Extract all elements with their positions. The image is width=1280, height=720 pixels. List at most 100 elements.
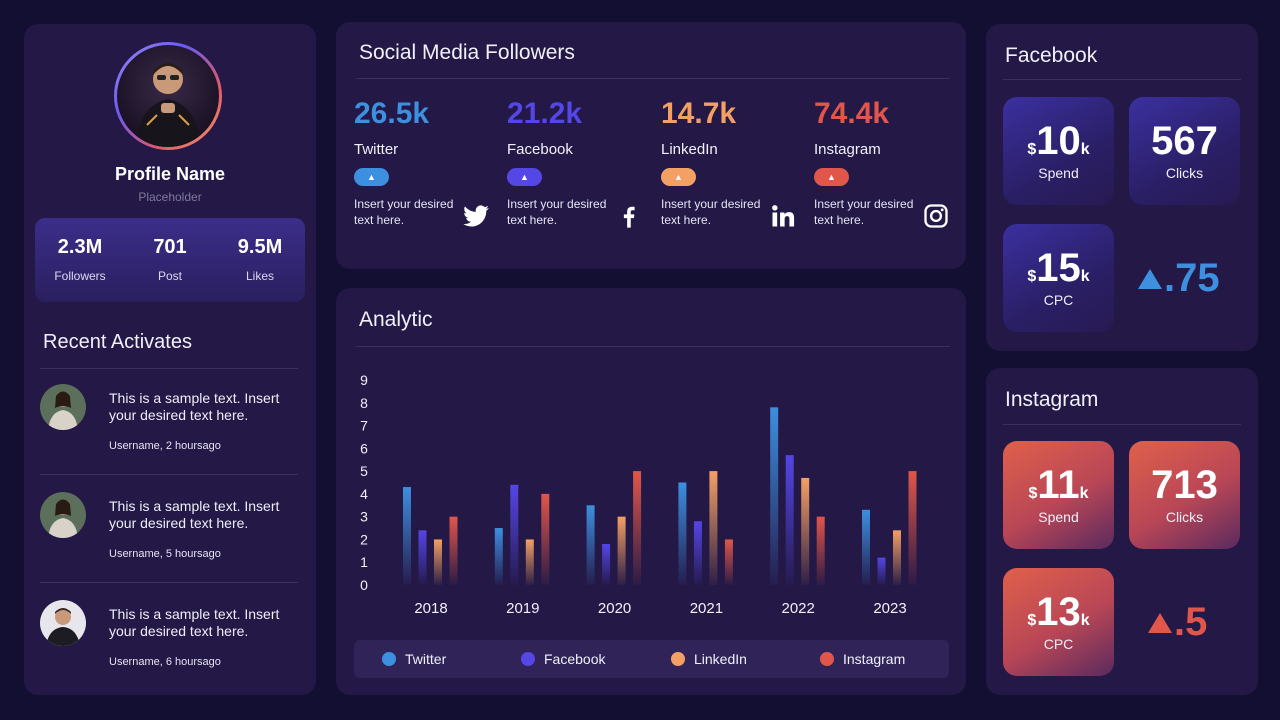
- legend-item-twitter[interactable]: Twitter: [382, 640, 446, 678]
- x-tick-label: 2022: [782, 600, 815, 617]
- bar-linkedin-2021[interactable]: [709, 471, 718, 585]
- kpi-suffix: k: [1080, 268, 1090, 285]
- legend-item-instagram[interactable]: Instagram: [820, 640, 905, 678]
- network-facebook[interactable]: 21.2k Facebook ▲ Insert your desired tex…: [507, 97, 657, 257]
- stat-label: Followers: [54, 269, 106, 283]
- bar-facebook-2018[interactable]: [418, 530, 427, 585]
- kpi-value: 10: [1036, 119, 1081, 163]
- bar-facebook-2019[interactable]: [510, 484, 519, 585]
- instagram-icon[interactable]: [922, 202, 950, 230]
- bar-twitter-2020[interactable]: [586, 505, 595, 585]
- network-desc: Insert your desired text here.: [814, 197, 914, 227]
- profile-avatar[interactable]: [114, 42, 222, 150]
- x-tick-label: 2019: [506, 600, 539, 617]
- bar-linkedin-2018[interactable]: [434, 539, 442, 585]
- kpi-suffix: k: [1079, 485, 1089, 502]
- currency-symbol: $: [1027, 268, 1037, 285]
- kpi-label: Spend: [1038, 509, 1079, 525]
- up-arrow-icon: ▲: [354, 168, 389, 186]
- activity-meta: Username, 5 hoursago: [109, 548, 221, 560]
- follower-count: 14.7k: [661, 97, 737, 130]
- stat-followers: 2.3M Followers: [35, 218, 125, 302]
- activity-item[interactable]: This is a sample text. Insert your desir…: [40, 600, 302, 690]
- stat-likes: 9.5M Likes: [215, 218, 305, 302]
- bar-facebook-2020[interactable]: [602, 544, 611, 585]
- chart-legend: Twitter Facebook LinkedIn Instagram: [354, 640, 949, 678]
- network-desc: Insert your desired text here.: [354, 197, 454, 227]
- bar-instagram-2018[interactable]: [449, 516, 458, 585]
- legend-label: LinkedIn: [694, 651, 747, 667]
- instagram-clicks-card[interactable]: 713 Clicks: [1129, 441, 1240, 549]
- bar-linkedin-2020[interactable]: [617, 516, 626, 585]
- network-linkedin[interactable]: 14.7k LinkedIn ▲ Insert your desired tex…: [661, 97, 811, 257]
- activity-avatar: [40, 600, 86, 646]
- linkedin-icon[interactable]: [769, 202, 797, 230]
- facebook-change: .75: [1138, 256, 1220, 301]
- activity-text: This is a sample text. Insert your desir…: [109, 606, 280, 639]
- activity-item[interactable]: This is a sample text. Insert your desir…: [40, 384, 302, 474]
- y-tick-label: 3: [360, 509, 368, 525]
- bar-facebook-2023[interactable]: [877, 557, 886, 585]
- bar-linkedin-2023[interactable]: [893, 530, 901, 585]
- bar-twitter-2018[interactable]: [403, 487, 411, 585]
- kpi-value: 713: [1151, 463, 1218, 507]
- bar-instagram-2023[interactable]: [908, 471, 917, 585]
- bar-instagram-2020[interactable]: [633, 471, 642, 585]
- social-title: Social Media Followers: [359, 41, 575, 64]
- social-followers-panel: Social Media Followers 26.5k Twitter ▲ I…: [336, 22, 966, 269]
- facebook-spend-card[interactable]: $10k Spend: [1003, 97, 1114, 205]
- twitter-icon[interactable]: [462, 202, 490, 230]
- bar-facebook-2022[interactable]: [785, 455, 794, 585]
- kpi-label: Clicks: [1165, 509, 1204, 525]
- profile-name: Profile Name: [114, 164, 226, 184]
- x-tick-label: 2021: [690, 600, 723, 617]
- currency-symbol: $: [1027, 612, 1037, 629]
- legend-item-facebook[interactable]: Facebook: [521, 640, 605, 678]
- bar-instagram-2022[interactable]: [816, 516, 825, 585]
- kpi-value: 13: [1036, 590, 1081, 634]
- network-desc: Insert your desired text here.: [661, 197, 761, 227]
- x-tick-label: 2020: [598, 600, 631, 617]
- divider: [1003, 424, 1241, 425]
- bar-twitter-2021[interactable]: [678, 482, 687, 586]
- profile-stats: 2.3M Followers 701 Post 9.5M Likes: [35, 218, 305, 302]
- facebook-clicks-card[interactable]: 567 Clicks: [1129, 97, 1240, 205]
- change-value: .5: [1174, 600, 1208, 644]
- facebook-cpc-card[interactable]: $15k CPC: [1003, 224, 1114, 332]
- divider: [356, 78, 950, 79]
- legend-dot: [820, 652, 834, 666]
- legend-label: Instagram: [843, 651, 906, 667]
- instagram-change: .5: [1148, 600, 1207, 645]
- legend-dot: [521, 652, 535, 666]
- bar-facebook-2021[interactable]: [693, 521, 702, 585]
- kpi-suffix: k: [1080, 141, 1090, 158]
- legend-label: Facebook: [544, 651, 606, 667]
- network-name: Instagram: [814, 141, 881, 158]
- follower-count: 21.2k: [507, 97, 583, 130]
- bar-twitter-2022[interactable]: [770, 407, 779, 585]
- facebook-icon[interactable]: [615, 202, 643, 230]
- bar-linkedin-2022[interactable]: [801, 477, 810, 585]
- y-tick-label: 6: [360, 440, 368, 456]
- activity-avatar: [40, 384, 86, 430]
- activity-item[interactable]: This is a sample text. Insert your desir…: [40, 492, 302, 582]
- network-instagram[interactable]: 74.4k Instagram ▲ Insert your desired te…: [814, 97, 964, 257]
- bar-instagram-2019[interactable]: [541, 493, 550, 585]
- facebook-title: Facebook: [1005, 44, 1098, 67]
- bar-linkedin-2019[interactable]: [525, 539, 534, 585]
- stat-value: 2.3M: [57, 236, 103, 258]
- bar-instagram-2021[interactable]: [724, 539, 733, 585]
- facebook-kpi-panel: Facebook $10k Spend 567 Clicks $15k CPC …: [986, 24, 1258, 351]
- instagram-title: Instagram: [1005, 388, 1099, 411]
- bar-twitter-2019[interactable]: [494, 528, 503, 585]
- legend-item-linkedin[interactable]: LinkedIn: [671, 640, 747, 678]
- kpi-value: 15: [1036, 246, 1081, 290]
- bar-chart: 0 1 2 3 4 5 6 7 8 9 2018 2019 2020 2021 2022 2023: [360, 372, 917, 617]
- kpi-label: CPC: [1043, 292, 1074, 308]
- network-twitter[interactable]: 26.5k Twitter ▲ Insert your desired text…: [354, 97, 504, 257]
- kpi-label: Spend: [1038, 165, 1079, 181]
- instagram-spend-card[interactable]: $11k Spend: [1003, 441, 1114, 549]
- kpi-value: 11: [1037, 463, 1080, 507]
- instagram-cpc-card[interactable]: $13k CPC: [1003, 568, 1114, 676]
- bar-twitter-2023[interactable]: [862, 509, 870, 585]
